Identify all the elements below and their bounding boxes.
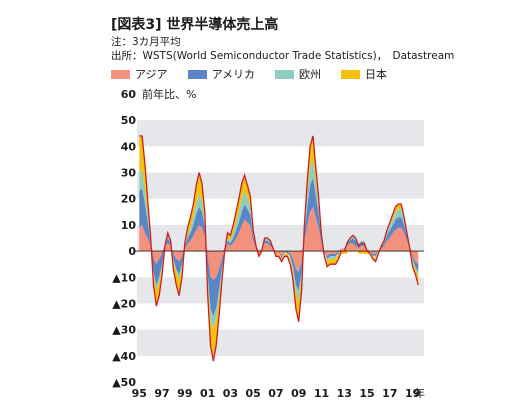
x-axis-ticks: 95 97 99 01 03 05 07 09 11 13 15 17 19: [132, 387, 421, 400]
y-tick-label: 50: [121, 114, 137, 127]
legend-label-2: 欧州: [299, 68, 322, 81]
y-tick-label: 40: [121, 140, 137, 153]
area-series-1: [139, 177, 419, 317]
legend-swatch-3: [341, 69, 361, 79]
y-tick-label: 20: [121, 193, 137, 206]
area-series-0: [139, 206, 419, 280]
x-tick-label: 99: [177, 387, 192, 400]
chart-source: 出所：WSTS(World Semiconductor Trade Statis…: [111, 50, 455, 62]
legend-item-1: アメリカ: [187, 66, 256, 82]
x-tick-label: 09: [291, 387, 306, 400]
legend-item-3: 日本: [341, 66, 387, 82]
y-axis-ticks: 60 50 40 30 20 10 0 ▲10 ▲20 ▲30 ▲40 ▲50: [112, 88, 136, 389]
grid-band-7: [137, 277, 424, 304]
grid-band-9: [137, 329, 424, 356]
legend-label-0: アジア: [135, 68, 168, 81]
chart-note: 注：3カ月平均: [111, 36, 181, 48]
chart-title: [図表3] 世界半導体売上高: [111, 17, 279, 33]
chart-legend: アジア アメリカ 欧州 日本: [111, 67, 511, 81]
x-tick-label: 97: [154, 387, 169, 400]
legend-swatch-1: [187, 69, 207, 79]
x-axis-label: 年: [414, 386, 425, 400]
y-axis-label: 前年比、%: [142, 87, 196, 101]
x-tick-label: 11: [314, 387, 329, 400]
area-series-3: [139, 135, 419, 362]
legend-swatch-2: [275, 69, 295, 79]
x-tick-label: 19: [405, 387, 420, 400]
area-series: [139, 135, 419, 362]
y-tick-label: 30: [121, 167, 137, 180]
x-tick-label: 05: [246, 387, 261, 400]
legend-label-3: 日本: [365, 68, 388, 81]
x-tick-label: 07: [268, 387, 283, 400]
y-tick-label: ▲40: [112, 350, 136, 363]
legend-label-1: アメリカ: [211, 68, 256, 81]
y-tick-label: ▲50: [112, 376, 136, 389]
y-tick-label: ▲30: [112, 324, 136, 337]
legend-item-0: アジア: [111, 66, 168, 82]
total-line: [139, 135, 419, 362]
y-tick-label: ▲10: [112, 271, 136, 284]
chart-header: [図表3] 世界半導体売上高 注：3カ月平均 出所：WSTS(World Sem…: [111, 15, 511, 81]
x-tick-label: 15: [359, 387, 374, 400]
x-tick-label: 01: [200, 387, 215, 400]
y-tick-label: 60: [121, 88, 137, 101]
y-tick-label: ▲20: [112, 297, 136, 310]
y-tick-label: 10: [121, 219, 137, 232]
legend-item-2: 欧州: [275, 66, 321, 82]
y-tick-label: 0: [128, 245, 136, 258]
x-tick-label: 13: [337, 387, 352, 400]
x-tick-label: 95: [132, 387, 147, 400]
grid-band-3: [137, 172, 424, 199]
legend-swatch-0: [111, 69, 130, 79]
grid-bands: [137, 120, 424, 356]
total-line-layer: [134, 135, 424, 362]
x-tick-label: 17: [382, 387, 397, 400]
grid-band-1: [137, 120, 424, 147]
x-tick-label: 03: [223, 387, 238, 400]
